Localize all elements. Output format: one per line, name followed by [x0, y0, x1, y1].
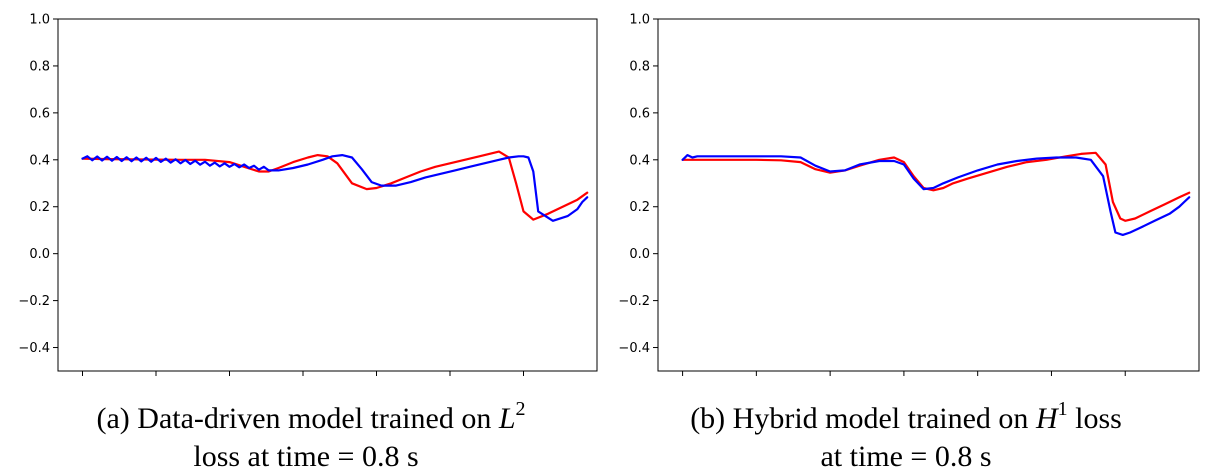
plot-a: −0.4 −0.2 0.0 0.2 0.4 0.6 0.8 1.0 [18, 13, 598, 376]
ytick-label-a-1: −0.2 [18, 294, 50, 309]
plot-b: −0.4 −0.2 0.0 0.2 0.4 0.6 0.8 1.0 [618, 13, 1200, 376]
caption-b-math: H [1035, 402, 1060, 435]
series-line-b-1 [681, 151, 1191, 222]
ytick-label-b-1: −0.2 [618, 294, 650, 309]
ytick-label-a-7: 1.0 [29, 13, 50, 28]
series-line-a-2 [81, 154, 589, 222]
caption-b-suffix: loss [1068, 402, 1122, 435]
plot-frame-b [657, 18, 1200, 372]
caption-b-line2: at time = 0.8 s [820, 440, 991, 473]
panel-b: −0.4 −0.2 0.0 0.2 0.4 0.6 0.8 1.0 (b) Hybrid mo… [618, 13, 1200, 473]
caption-a-sup: 2 [516, 398, 526, 420]
caption-b-sup: 1 [1058, 398, 1068, 420]
ytick-label-b-4: 0.4 [629, 153, 650, 168]
series-line-a-1 [81, 150, 589, 221]
ytick-label-b-6: 0.8 [629, 59, 650, 74]
plot-frame-a [57, 18, 598, 372]
series-line-b-2 [681, 154, 1191, 236]
ytick-label-a-5: 0.6 [29, 106, 50, 121]
caption-b-line1: (b) Hybrid model trained on H1 loss [690, 398, 1122, 435]
caption-a-math: L [498, 402, 516, 435]
caption-a-prefix: (a) Data-driven model trained on [96, 402, 498, 435]
ytick-label-b-0: −0.4 [618, 341, 650, 356]
ytick-label-a-4: 0.4 [29, 153, 50, 168]
ytick-label-a-6: 0.8 [29, 59, 50, 74]
ytick-label-b-2: 0.0 [629, 247, 650, 262]
caption-b-prefix: (b) Hybrid model trained on [690, 402, 1036, 435]
ytick-label-a-0: −0.4 [18, 341, 50, 356]
ytick-label-a-3: 0.2 [29, 200, 50, 215]
panel-a: −0.4 −0.2 0.0 0.2 0.4 0.6 0.8 1.0 (a) Data-driv… [18, 13, 598, 473]
ytick-label-b-5: 0.6 [629, 106, 650, 121]
caption-a-line2: loss at time = 0.8 s [193, 440, 418, 473]
ytick-label-a-2: 0.0 [29, 247, 50, 262]
caption-a-line1: (a) Data-driven model trained on L2 [96, 398, 525, 435]
ytick-label-b-7: 1.0 [629, 13, 650, 28]
ytick-label-b-3: 0.2 [629, 200, 650, 215]
